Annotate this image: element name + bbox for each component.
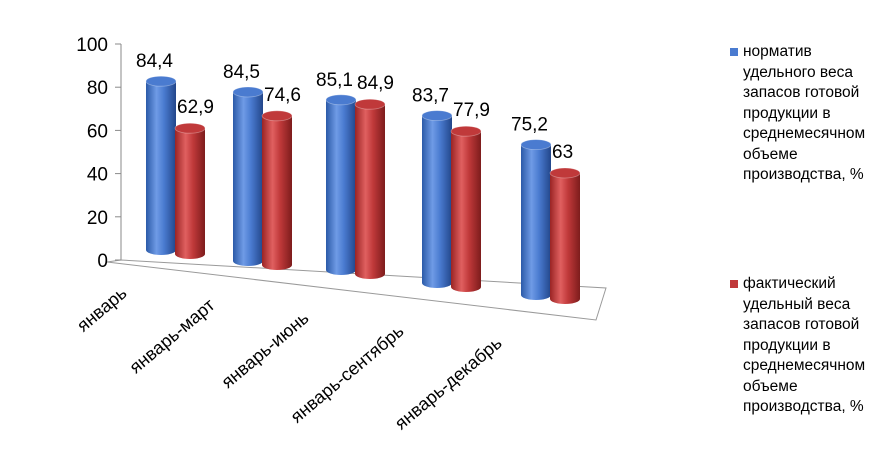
y-tick-label: 80 — [87, 78, 108, 99]
legend-item-fact: фактический удельный веса запасов готово… — [730, 274, 880, 418]
x-category-label: январь — [73, 283, 131, 336]
bar-base — [233, 256, 263, 266]
x-category-label: январь-июнь — [217, 308, 312, 392]
bar-fact — [354, 98, 386, 279]
bar-base — [521, 290, 551, 300]
y-tick-label: 40 — [87, 165, 108, 186]
bar-norm — [520, 139, 552, 300]
bar-top — [450, 125, 482, 137]
x-category-label: январь-декабрь — [391, 333, 506, 434]
labels: 84,4 62,9 84,574,6 85,1 84,9 83,777,9 75,263 — [136, 51, 573, 163]
bar-fact — [450, 125, 482, 292]
data-label-fact: 74,6 — [264, 85, 301, 106]
bar-base — [550, 294, 580, 304]
bar-norm — [232, 86, 264, 266]
data-label-norm: 83,7 — [412, 86, 449, 107]
x-category-label: январь-сентябрь — [287, 321, 408, 427]
bar-base — [175, 249, 205, 259]
bar-norm — [325, 94, 357, 275]
data-label-norm: 85,1 — [316, 70, 353, 91]
bar-fact — [261, 110, 293, 270]
bar-top — [421, 110, 453, 121]
bar-fact — [174, 122, 206, 259]
bars — [145, 75, 581, 304]
y-tick-label: 0 — [97, 251, 108, 272]
data-label-fact: 84,9 — [357, 73, 394, 94]
data-label-norm: 75,2 — [511, 115, 548, 136]
bar-body — [521, 144, 551, 295]
bar-base — [326, 265, 356, 275]
bar-base — [451, 282, 481, 292]
bar-norm — [421, 110, 453, 288]
bar-top — [145, 75, 177, 87]
bar-body — [422, 115, 452, 283]
bar-fact — [549, 167, 581, 304]
bar-body — [355, 104, 385, 274]
bar-base — [262, 260, 292, 270]
legend-item-norm: норматив удельного веса запасов готовой … — [730, 42, 880, 186]
bar-top — [174, 122, 206, 134]
data-label-norm: 84,5 — [223, 62, 260, 83]
bar-base — [146, 245, 176, 255]
legend-label-norm: норматив удельного веса запасов готовой … — [743, 43, 866, 183]
x-category-label: январь-март — [126, 295, 219, 378]
bar-base — [355, 269, 385, 279]
bar-body — [550, 173, 580, 299]
bar-body — [233, 92, 263, 261]
bar-body — [326, 99, 356, 270]
bar-top — [520, 139, 552, 151]
legend-swatch-norm — [730, 48, 738, 56]
legend-label-fact: фактический удельный веса запасов готово… — [743, 275, 866, 415]
legend-swatch-fact — [730, 280, 738, 288]
bar-top — [325, 94, 357, 106]
bar-base — [422, 278, 452, 288]
bar-top — [232, 86, 264, 98]
bar-body — [262, 115, 292, 265]
bar-top — [549, 167, 581, 179]
data-label-fact: 63 — [552, 142, 573, 163]
y-tick-label: 60 — [87, 121, 108, 142]
data-label-fact: 77,9 — [453, 100, 490, 121]
bar-body — [146, 81, 176, 250]
bar-body — [175, 128, 205, 254]
data-label-norm: 84,4 — [136, 51, 173, 72]
bar-top — [261, 110, 293, 122]
bar-body — [451, 131, 481, 287]
bar-top — [354, 98, 386, 110]
data-label-fact: 62,9 — [177, 97, 214, 118]
bar-norm — [145, 75, 177, 255]
y-tick-label: 20 — [87, 208, 108, 229]
y-tick-label: 100 — [76, 35, 108, 56]
